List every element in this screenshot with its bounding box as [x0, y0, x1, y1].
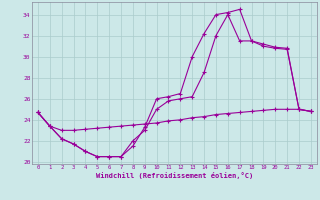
X-axis label: Windchill (Refroidissement éolien,°C): Windchill (Refroidissement éolien,°C): [96, 172, 253, 179]
